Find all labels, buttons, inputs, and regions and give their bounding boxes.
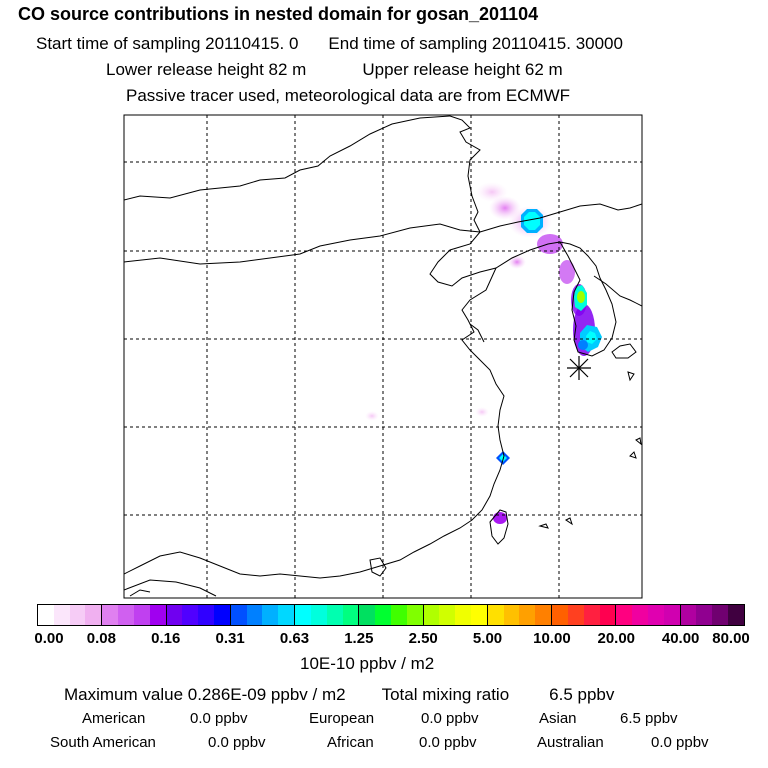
colorbar-swatch	[439, 605, 456, 625]
tracer-note: Passive tracer used, meteorological data…	[126, 86, 571, 105]
african-value: 0.0 ppbv	[419, 734, 477, 751]
colorbar-segment	[295, 605, 360, 625]
colorbar-swatch	[118, 605, 134, 625]
colorbar-swatch	[583, 605, 600, 625]
colorbar-swatch	[213, 605, 230, 625]
colorbar-segment	[102, 605, 167, 625]
receptor-marker-icon	[567, 356, 591, 380]
colorbar-segment	[552, 605, 617, 625]
release-heights: Lower release height 82 m Upper release …	[106, 60, 563, 80]
colorbar-swatch	[133, 605, 150, 625]
colorbar-swatch	[696, 605, 713, 625]
colorbar-swatch	[262, 605, 279, 625]
colorbar-tick-label: 2.50	[408, 630, 438, 647]
colorbar-swatch	[455, 605, 472, 625]
colorbar-swatch	[503, 605, 520, 625]
colorbar-swatch	[519, 605, 536, 625]
max-total-line: Maximum value 0.286E-09 ppbv / m2 Total …	[64, 685, 614, 705]
lower-release-height: Lower release height 82 m	[106, 60, 307, 79]
colorbar-swatch	[198, 605, 214, 625]
colorbar-units: 10E-10 ppbv / m2	[300, 654, 435, 673]
colorbar-swatch	[230, 605, 247, 625]
colorbar	[37, 604, 745, 626]
map-panel	[123, 114, 643, 599]
colorbar-segment	[166, 605, 231, 625]
colorbar-swatch	[246, 605, 263, 625]
australian-label: Australian	[537, 734, 604, 751]
colorbar-swatch	[102, 605, 119, 625]
sampling-times: Start time of sampling 20110415. 0 End t…	[36, 34, 623, 54]
colorbar-swatch	[359, 605, 376, 625]
colorbar-swatch	[182, 605, 199, 625]
colorbar-swatch	[487, 605, 504, 625]
colorbar-swatch	[471, 605, 487, 625]
colorbar-swatch	[599, 605, 616, 625]
colorbar-swatch	[632, 605, 649, 625]
colorbar-tick-label: 20.00	[597, 630, 636, 647]
colorbar-swatch	[38, 605, 54, 625]
colorbar-swatch	[326, 605, 343, 625]
colorbar-swatch	[616, 605, 633, 625]
colorbar-tick-label: 1.25	[344, 630, 374, 647]
colorbar-swatch	[166, 605, 183, 625]
colorbar-swatch	[278, 605, 295, 625]
colorbar-swatch	[712, 605, 729, 625]
colorbar-swatch	[680, 605, 697, 625]
colorbar-tick-label: 0.63	[279, 630, 310, 647]
colorbar-swatch	[149, 605, 166, 625]
plot-title: CO source contributions in nested domain…	[18, 4, 539, 24]
african-label: African	[327, 734, 374, 751]
start-time: Start time of sampling 20110415. 0	[36, 34, 299, 53]
colorbar-tick-label: 10.00	[533, 630, 571, 647]
south-american-value: 0.0 ppbv	[208, 734, 266, 751]
asian-value: 6.5 ppbv	[620, 710, 678, 727]
colorbar-segment	[616, 605, 681, 625]
american-value: 0.0 ppbv	[190, 710, 248, 727]
colorbar-swatch	[310, 605, 327, 625]
coastlines	[124, 115, 642, 597]
colorbar-tick-label: 0.00	[34, 630, 64, 647]
colorbar-segment	[487, 605, 553, 625]
colorbar-tick-label: 0.31	[215, 630, 245, 647]
colorbar-tick-label: 0.16	[151, 630, 181, 647]
colorbar-segment	[680, 605, 744, 625]
australian-value: 0.0 ppbv	[651, 734, 709, 751]
colorbar-swatch	[663, 605, 680, 625]
colorbar-swatch	[567, 605, 584, 625]
european-label: European	[309, 710, 375, 727]
colorbar-segment	[359, 605, 424, 625]
total-mixing-value: 6.5 ppbv	[549, 685, 615, 704]
colorbar-swatch	[375, 605, 391, 625]
european-value: 0.0 ppbv	[421, 710, 479, 727]
colorbar-segment	[230, 605, 296, 625]
colorbar-swatch	[648, 605, 664, 625]
colorbar-swatch	[423, 605, 440, 625]
colorbar-tick-label: 0.08	[86, 630, 116, 647]
asian-label: Asian	[539, 710, 577, 727]
colorbar-swatch	[69, 605, 86, 625]
colorbar-swatch	[728, 605, 744, 625]
max-value: Maximum value 0.286E-09 ppbv / m2	[64, 685, 346, 704]
american-label: American	[82, 710, 146, 727]
colorbar-swatch	[295, 605, 311, 625]
colorbar-segment	[423, 605, 488, 625]
colorbar-tick-label: 80.00	[712, 630, 750, 647]
colorbar-tick-label: 40.00	[661, 630, 700, 647]
colorbar-swatch	[406, 605, 423, 625]
colorbar-swatch	[552, 605, 568, 625]
total-mixing-label: Total mixing ratio	[381, 685, 510, 704]
colorbar-tick-label: 5.00	[472, 630, 503, 647]
colorbar-swatch	[85, 605, 102, 625]
south-american-label: South American	[50, 734, 156, 751]
colorbar-segment	[38, 605, 103, 625]
lat-lon-grid	[124, 115, 642, 598]
upper-release-height: Upper release height 62 m	[362, 60, 563, 79]
colorbar-swatch	[535, 605, 552, 625]
colorbar-ticks: 0.00 0.08 0.16 0.31 0.63 1.25 2.50 5.00 10.00 20.…	[0, 630, 768, 650]
colorbar-swatch	[53, 605, 70, 625]
colorbar-swatch	[342, 605, 359, 625]
end-time: End time of sampling 20110415. 30000	[328, 34, 623, 53]
colorbar-swatch	[390, 605, 407, 625]
